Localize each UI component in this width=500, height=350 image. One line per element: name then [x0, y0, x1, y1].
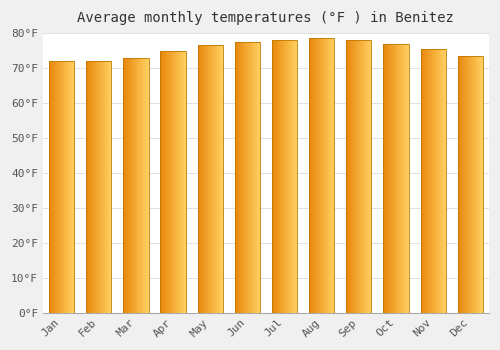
Bar	[346, 40, 372, 313]
Bar	[123, 58, 148, 313]
Bar	[160, 51, 186, 313]
Bar	[384, 44, 408, 313]
Bar	[198, 46, 223, 313]
Bar	[458, 56, 483, 313]
Bar	[86, 61, 112, 313]
Bar	[309, 38, 334, 313]
Bar	[272, 40, 297, 313]
Bar	[234, 42, 260, 313]
Title: Average monthly temperatures (°F ) in Benitez: Average monthly temperatures (°F ) in Be…	[78, 11, 454, 25]
Bar	[49, 61, 74, 313]
Bar	[420, 49, 446, 313]
